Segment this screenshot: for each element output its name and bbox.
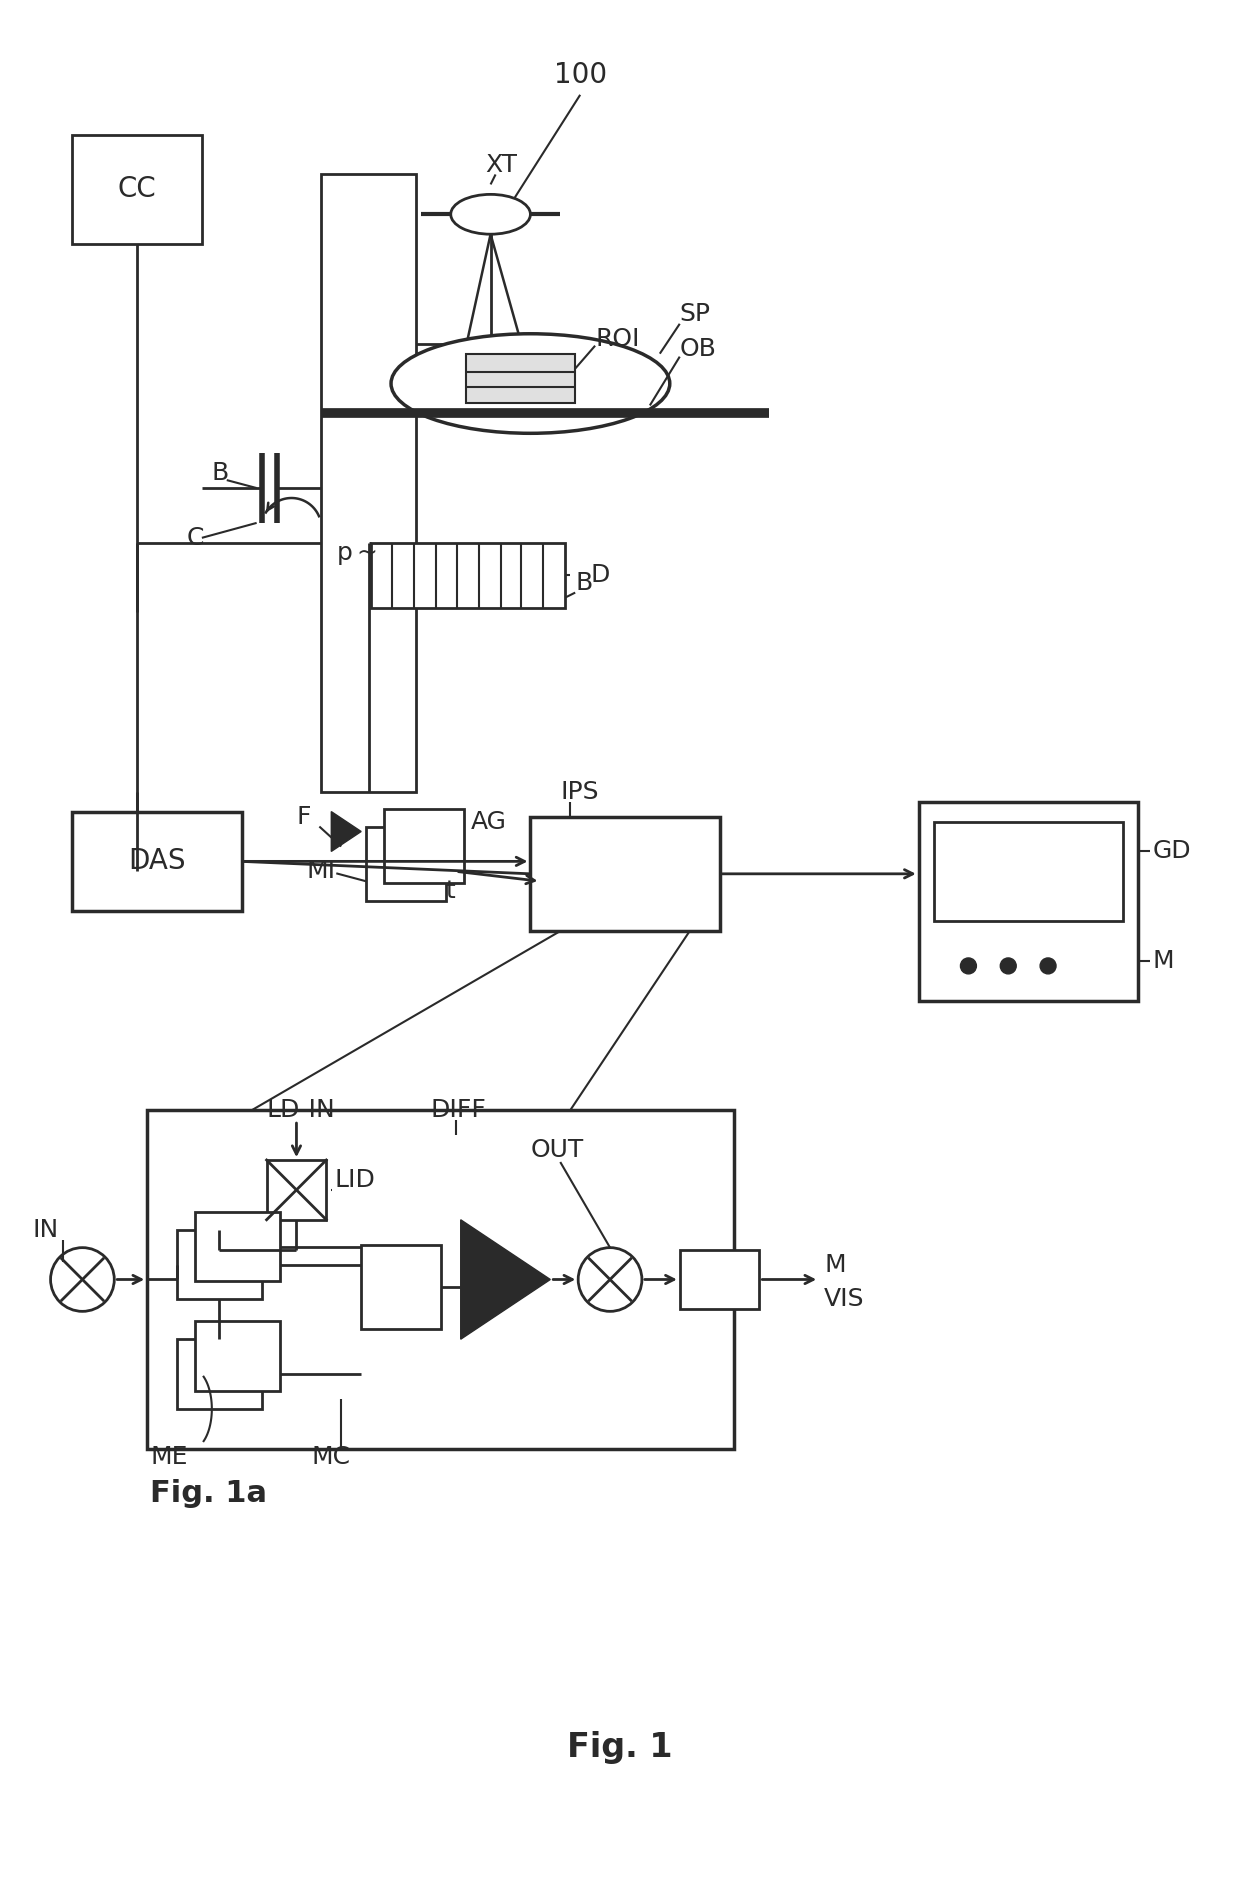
- Text: LID: LID: [335, 1169, 376, 1191]
- Text: Fig. 1: Fig. 1: [567, 1730, 673, 1764]
- Text: M: M: [825, 1252, 846, 1276]
- Bar: [531, 817, 719, 930]
- Text: LD-IN: LD-IN: [267, 1099, 335, 1121]
- Text: B: B: [575, 571, 593, 594]
- Bar: [321, 174, 415, 792]
- Bar: [466, 354, 575, 403]
- Bar: [195, 1322, 279, 1392]
- Text: F: F: [296, 804, 311, 828]
- Text: MC: MC: [311, 1445, 351, 1469]
- Text: Fig. 1a: Fig. 1a: [150, 1479, 267, 1507]
- Text: AG: AG: [471, 809, 507, 834]
- Text: OUT: OUT: [531, 1138, 584, 1163]
- Text: t: t: [446, 879, 455, 904]
- Bar: [177, 1339, 262, 1409]
- Bar: [177, 1229, 262, 1299]
- Bar: [195, 1212, 279, 1282]
- Text: D: D: [590, 564, 610, 586]
- Polygon shape: [331, 811, 361, 851]
- Text: IN: IN: [32, 1218, 58, 1242]
- Circle shape: [1001, 959, 1017, 974]
- Bar: [72, 811, 242, 911]
- Text: SP: SP: [680, 303, 711, 325]
- Circle shape: [961, 959, 976, 974]
- Polygon shape: [461, 1220, 551, 1339]
- Text: GD: GD: [1153, 840, 1192, 864]
- Ellipse shape: [451, 195, 531, 234]
- Text: OB: OB: [680, 337, 717, 361]
- Bar: [361, 1244, 440, 1329]
- Bar: [267, 1159, 326, 1220]
- Text: CC: CC: [118, 176, 156, 204]
- Bar: [934, 821, 1122, 921]
- Text: ROI: ROI: [595, 327, 640, 350]
- Text: B: B: [212, 461, 229, 486]
- Text: IPS: IPS: [560, 779, 599, 804]
- Bar: [148, 1110, 734, 1449]
- Bar: [919, 802, 1137, 1000]
- Text: DIFF: DIFF: [430, 1099, 487, 1121]
- Ellipse shape: [391, 333, 670, 433]
- Bar: [72, 134, 202, 244]
- Text: M: M: [1153, 949, 1174, 974]
- Text: p: p: [336, 541, 352, 565]
- Text: ME: ME: [150, 1445, 187, 1469]
- Text: 100: 100: [553, 61, 606, 89]
- Text: DAS: DAS: [128, 847, 186, 876]
- Bar: [384, 809, 464, 883]
- Text: C: C: [187, 526, 205, 550]
- Bar: [680, 1250, 759, 1309]
- Bar: [371, 543, 565, 607]
- Text: VIS: VIS: [825, 1288, 864, 1310]
- Text: MI: MI: [306, 859, 336, 883]
- Bar: [366, 826, 446, 902]
- Text: XT: XT: [486, 153, 517, 176]
- Circle shape: [1040, 959, 1056, 974]
- Text: ~: ~: [356, 541, 377, 565]
